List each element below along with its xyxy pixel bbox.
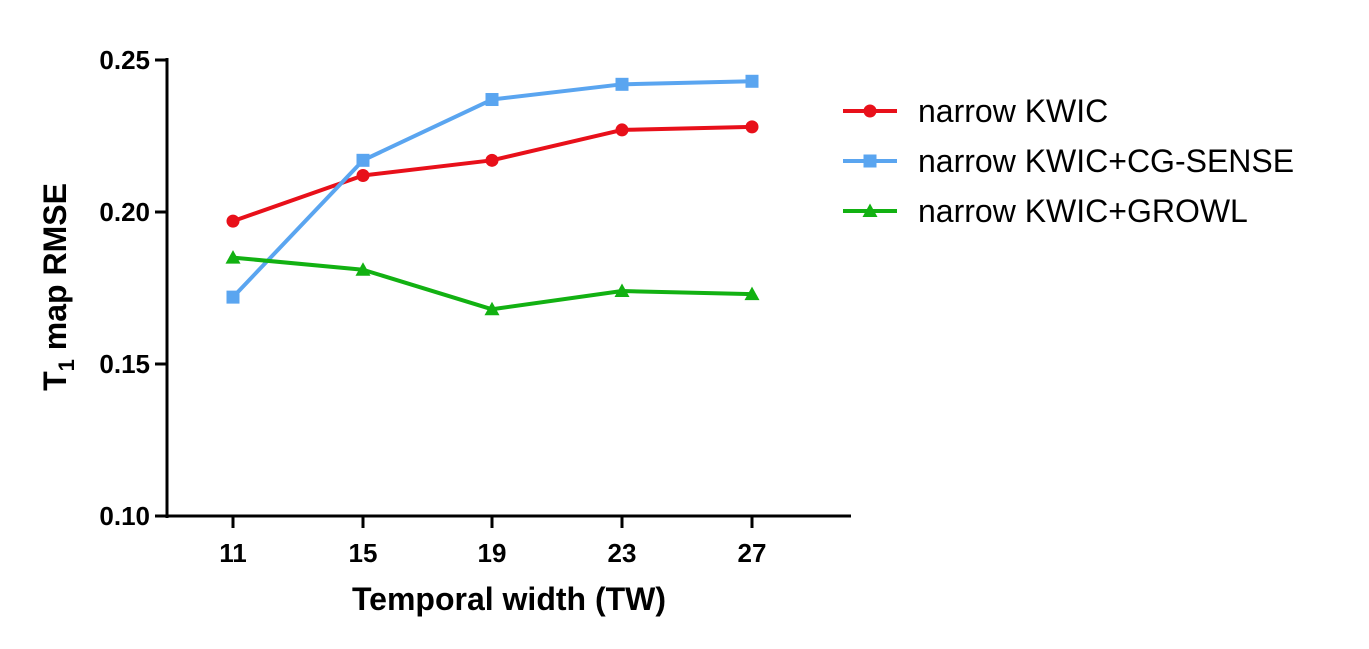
data-point <box>745 74 759 88</box>
x-tick-label: 11 <box>219 538 247 568</box>
series-narrow-kwic-cg-sense <box>226 74 759 304</box>
axis-ticks: 0.10 0.15 0.20 0.25 11 15 19 23 27 <box>99 45 766 568</box>
data-point <box>226 290 240 304</box>
y-axis-title-subscript: 1 <box>54 359 79 371</box>
data-point <box>226 214 240 228</box>
legend-item: narrow KWIC+GROWL <box>843 193 1248 229</box>
x-tick-label: 23 <box>608 538 637 568</box>
legend-marker <box>863 154 877 168</box>
legend-label: narrow KWIC+GROWL <box>918 193 1248 229</box>
data-point <box>485 93 499 107</box>
data-point <box>355 262 371 276</box>
y-axis-title-main: T <box>37 371 73 391</box>
data-point <box>614 283 630 298</box>
axes <box>165 58 851 518</box>
data-point <box>745 120 759 134</box>
data-point <box>356 153 370 167</box>
series-line <box>232 124 753 224</box>
y-tick-label: 0.15 <box>99 349 150 379</box>
legend-label: narrow KWIC <box>918 93 1108 129</box>
y-axis-title-rest: map RMSE <box>37 183 73 359</box>
data-point <box>615 123 629 137</box>
data-point <box>484 301 500 316</box>
y-tick-label: 0.20 <box>99 197 150 227</box>
x-tick-label: 15 <box>349 538 378 568</box>
data-point <box>744 286 760 301</box>
series-lines <box>225 74 760 316</box>
legend-item: narrow KWIC+CG-SENSE <box>843 143 1294 179</box>
data-point <box>485 153 499 167</box>
x-axis-title: Temporal width (TW) <box>352 581 666 617</box>
legend-label: narrow KWIC+CG-SENSE <box>918 143 1294 179</box>
legend: narrow KWIC narrow KWIC+CG-SENSE narrow KW… <box>843 93 1294 229</box>
y-axis-title: T1 map RMSE <box>37 183 79 391</box>
series-line <box>232 255 753 312</box>
y-tick-label: 0.10 <box>99 501 150 531</box>
legend-marker <box>862 203 878 217</box>
series-narrow-kwic-growl <box>225 250 760 316</box>
data-point <box>225 250 241 264</box>
x-tick-label: 27 <box>738 538 767 568</box>
legend-item: narrow KWIC <box>843 93 1108 129</box>
data-point <box>615 77 629 91</box>
y-tick-label: 0.25 <box>99 45 150 75</box>
legend-marker <box>863 104 877 118</box>
x-tick-label: 19 <box>478 538 507 568</box>
series-narrow-kwic <box>226 120 759 228</box>
data-point <box>356 169 370 183</box>
